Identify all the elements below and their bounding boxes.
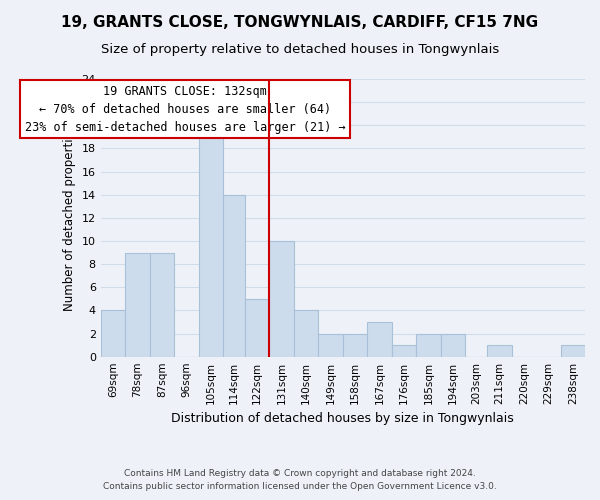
Bar <box>199 137 223 356</box>
Bar <box>441 334 465 356</box>
Bar <box>223 194 245 356</box>
Bar <box>416 334 441 356</box>
Bar <box>560 345 585 356</box>
Text: 19, GRANTS CLOSE, TONGWYNLAIS, CARDIFF, CF15 7NG: 19, GRANTS CLOSE, TONGWYNLAIS, CARDIFF, … <box>61 15 539 30</box>
Bar <box>319 334 343 356</box>
Bar <box>343 334 367 356</box>
Text: Size of property relative to detached houses in Tongwynlais: Size of property relative to detached ho… <box>101 42 499 56</box>
X-axis label: Distribution of detached houses by size in Tongwynlais: Distribution of detached houses by size … <box>172 412 514 425</box>
Bar <box>269 241 294 356</box>
Text: Contains public sector information licensed under the Open Government Licence v3: Contains public sector information licen… <box>103 482 497 491</box>
Bar <box>125 252 149 356</box>
Bar <box>392 345 416 356</box>
Bar <box>294 310 319 356</box>
Bar <box>245 299 269 356</box>
Text: Contains HM Land Registry data © Crown copyright and database right 2024.: Contains HM Land Registry data © Crown c… <box>124 468 476 477</box>
Bar <box>149 252 174 356</box>
Y-axis label: Number of detached properties: Number of detached properties <box>63 125 76 311</box>
Bar <box>487 345 512 356</box>
Bar <box>101 310 125 356</box>
Text: 19 GRANTS CLOSE: 132sqm
← 70% of detached houses are smaller (64)
23% of semi-de: 19 GRANTS CLOSE: 132sqm ← 70% of detache… <box>25 84 346 134</box>
Bar <box>367 322 392 356</box>
